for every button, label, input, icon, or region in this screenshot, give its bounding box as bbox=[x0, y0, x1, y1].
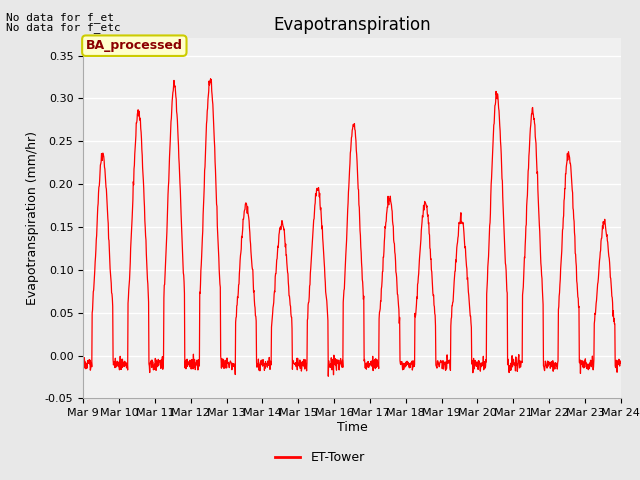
Text: No data for f_etc: No data for f_etc bbox=[6, 22, 121, 33]
X-axis label: Time: Time bbox=[337, 421, 367, 434]
Text: No data for f_et: No data for f_et bbox=[6, 12, 115, 23]
Text: BA_processed: BA_processed bbox=[86, 39, 183, 52]
Y-axis label: Evapotranspiration (mm/hr): Evapotranspiration (mm/hr) bbox=[26, 132, 39, 305]
Legend: ET-Tower: ET-Tower bbox=[270, 446, 370, 469]
Title: Evapotranspiration: Evapotranspiration bbox=[273, 16, 431, 34]
